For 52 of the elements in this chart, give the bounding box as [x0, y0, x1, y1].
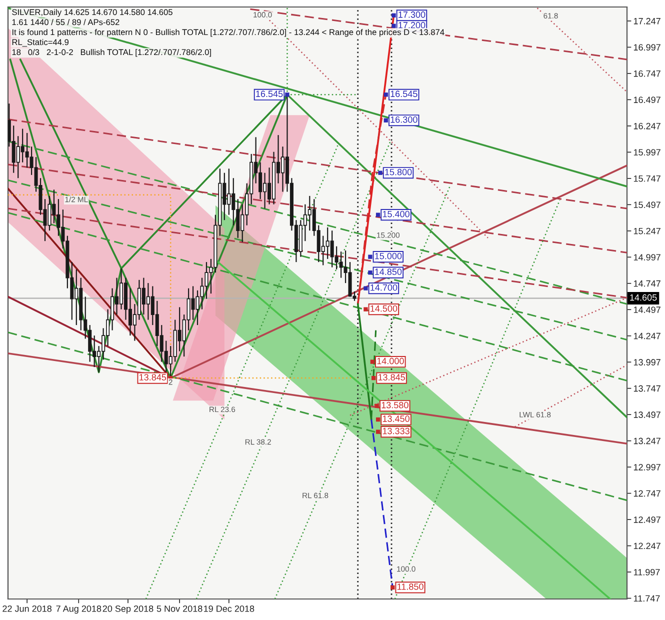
y-tick-label: 12.997: [634, 464, 660, 470]
annotation: RL_Static=44.9: [12, 39, 69, 47]
x-tick-label: 5 Nov 2018: [156, 605, 202, 612]
data-label: 14.500: [370, 305, 398, 312]
y-tick-label: 16.997: [634, 44, 660, 51]
y-tick-label: 13.997: [634, 359, 660, 366]
data-label: 15.800: [385, 168, 412, 176]
x-tick-label: 7 Aug 2018: [56, 605, 102, 614]
x-tick-label: 22 Jun 2018: [2, 605, 52, 612]
y-tick-label: 13.247: [634, 438, 660, 444]
y-tick-label: 12.247: [634, 542, 660, 550]
y-tick-label: 15.747: [634, 175, 660, 182]
data-label: 13.845: [140, 374, 166, 380]
annotation: 18 0/3 2-1-0-2 Bullish TOTAL [1.272/.707/.786/2.0]: [12, 49, 211, 57]
x-tick-label: 19 Dec 2018: [204, 605, 254, 612]
data-label: 13.845: [378, 374, 405, 380]
y-tick-label: 15.247: [634, 228, 660, 234]
y-tick-label: 17.247: [634, 18, 660, 24]
data-label: 15.400: [382, 210, 410, 218]
y-tick-label: 13.747: [634, 385, 660, 392]
text: 1.61 1440 / 55 / 89 / APs-652: [12, 19, 120, 26]
y-tick-label: 11.997: [634, 568, 660, 576]
y-tick-label: 12.497: [634, 516, 660, 523]
y-tick-label: 14.997: [634, 254, 660, 260]
y-tick-label: 14.747: [634, 280, 660, 287]
annotation: It is found 1 patterns - for pattern N 0 - Bullish TOTAL [1.272/.707/.786/2.0] - 13.244 < Range of the prices D < 13.874: [12, 29, 444, 37]
data-label: 17.300: [398, 11, 426, 18]
data-label: 16.545: [390, 90, 418, 98]
ref-line-label: 14.605: [630, 294, 657, 301]
data-label: 13.333: [382, 428, 410, 434]
data-label: 14.850: [375, 268, 402, 275]
y-tick-label: 11.747: [634, 595, 660, 602]
data-label: 16.545: [256, 90, 283, 98]
y-tick-label: 15.997: [634, 149, 660, 156]
chart-title: SILVER,Daily 14.625 14.670 14.580 14.605: [12, 9, 172, 17]
data-label: 16.300: [390, 116, 418, 123]
data-label: 13.450: [382, 416, 410, 422]
data-label: 11.850: [397, 583, 424, 590]
y-tick-label: 12.747: [634, 490, 660, 497]
data-label: 14.700: [370, 284, 398, 291]
data-label: 15.000: [375, 252, 402, 260]
y-tick-label: 14.497: [634, 306, 660, 313]
y-tick-label: 15.497: [634, 202, 660, 208]
y-tick-label: 16.247: [634, 122, 660, 130]
data-label: 13.580: [382, 402, 408, 408]
data-label: 17.200: [398, 22, 426, 28]
y-tick-label: 14.247: [634, 332, 660, 340]
y-tick-label: 13.497: [634, 412, 660, 418]
x-tick-label: 20 Sep 2018: [102, 605, 154, 614]
data-label: 14.000: [377, 358, 404, 364]
y-tick-label: 16.747: [634, 70, 660, 77]
y-tick-label: 16.497: [634, 96, 660, 104]
